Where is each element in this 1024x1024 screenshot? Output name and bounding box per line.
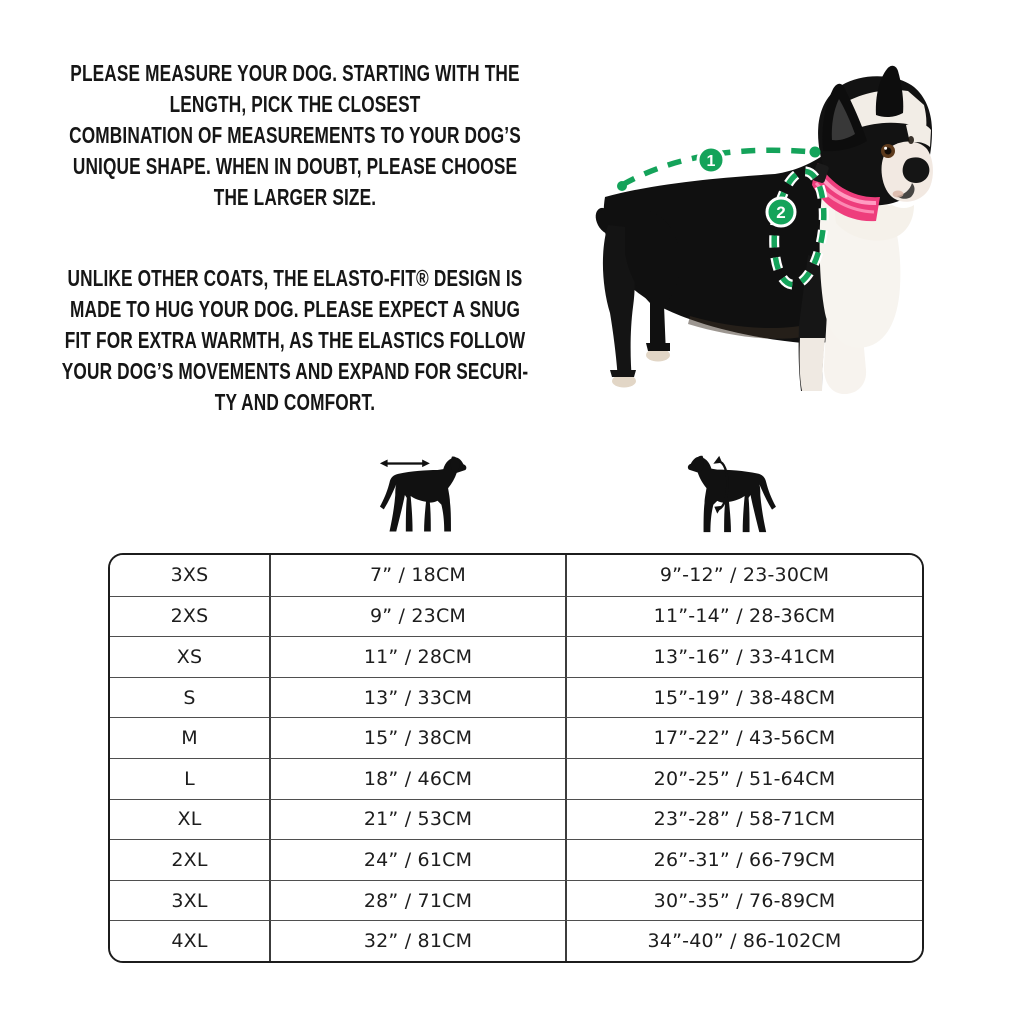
dog-hind-ankle-far <box>610 370 636 377</box>
size-cell: XS <box>110 636 269 677</box>
dog-length-arrow-icon <box>379 456 467 532</box>
length-measure-line <box>617 145 821 191</box>
length-cell: 15” / 38CM <box>269 717 565 758</box>
elasto-fit-note-text: UNLIKE OTHER COATS, THE ELASTO-FIT® DESI… <box>61 265 529 415</box>
size-cell: L <box>110 757 269 799</box>
length-cell: 11” / 28CM <box>269 636 565 677</box>
dog-collar <box>812 163 880 222</box>
svg-text:1: 1 <box>707 153 716 170</box>
measuring-instructions-text: PLEASE MEASURE YOUR DOG. STARTING WITH T… <box>69 60 521 210</box>
step-1-badge: 1 <box>696 145 726 175</box>
size-cell: S <box>110 676 269 718</box>
dog-ear-near-inner <box>831 99 855 141</box>
dog-far-eye <box>908 136 914 144</box>
dog-belly-shading <box>688 316 805 339</box>
dog-girth-loop-icon <box>687 455 776 533</box>
size-cell: M <box>110 717 269 758</box>
dog-measurement-photo: 1 2 <box>595 65 933 395</box>
dog-chin-spot <box>892 190 904 198</box>
length-cell: 21” / 53CM <box>269 798 565 840</box>
girth-cell: 15”-19” / 38-48CM <box>565 676 922 718</box>
girth-cell: 13”-16” / 33-41CM <box>565 636 922 677</box>
length-cell: 24” / 61CM <box>269 839 565 880</box>
size-cell: 2XL <box>110 839 269 880</box>
length-cell: 7” / 18CM <box>269 555 565 596</box>
size-cell: XL <box>110 798 269 840</box>
size-cell: 2XS <box>110 595 269 637</box>
girth-cell: 17”-22” / 43-56CM <box>565 717 922 758</box>
step-2-badge: 2 <box>765 196 797 228</box>
length-cell: 32” / 81CM <box>269 920 565 961</box>
size-cell: 4XL <box>110 920 269 961</box>
girth-cell: 30”-35” / 76-89CM <box>565 879 922 921</box>
dog-hind-paw-near <box>646 348 670 362</box>
dog-hind-paw-far <box>612 374 636 388</box>
dog-ear-far <box>875 65 904 118</box>
dog-front-paw-far <box>799 338 825 391</box>
girth-cell: 26”-31” / 66-79CM <box>565 839 922 880</box>
length-cell: 28” / 71CM <box>269 879 565 921</box>
girth-cell: 34”-40” / 86-102CM <box>565 920 922 961</box>
size-cell: 3XL <box>110 879 269 921</box>
dog-collar-buckle <box>812 163 829 183</box>
dog-hind-ankle-near <box>646 343 670 351</box>
length-cell: 13” / 33CM <box>269 676 565 718</box>
girth-cell: 11”-14” / 28-36CM <box>565 595 922 637</box>
length-cell: 18” / 46CM <box>269 757 565 799</box>
dog-hind-leg-far <box>602 225 635 381</box>
girth-cell: 9”-12” / 23-30CM <box>565 555 922 596</box>
size-cell: 3XS <box>110 555 269 596</box>
svg-text:2: 2 <box>776 203 785 222</box>
girth-cell: 20”-25” / 51-64CM <box>565 757 922 799</box>
girth-cell: 23”-28” / 58-71CM <box>565 798 922 840</box>
dog-eye-glint <box>884 146 888 150</box>
size-chart-table: 3XS 7” / 18CM 9”-12” / 23-30CM 2XS 9” / … <box>108 553 924 963</box>
dog-hind-leg-near <box>625 208 681 355</box>
dog-nose <box>902 157 930 183</box>
length-cell: 9” / 23CM <box>269 595 565 637</box>
